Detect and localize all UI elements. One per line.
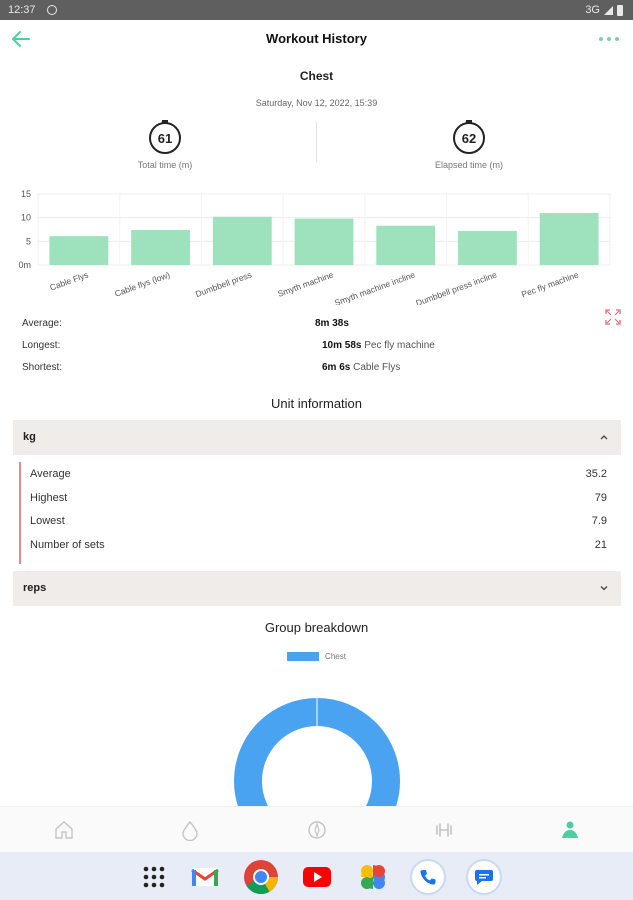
chrome-icon[interactable] xyxy=(243,859,279,895)
kg-row: Number of sets 21 xyxy=(21,533,621,557)
chevron-down-icon xyxy=(600,586,608,591)
stopwatch-icon: 61 xyxy=(149,120,181,154)
duration-summary: Average: 8m 38s Longest: 10m 58s Pec fly… xyxy=(0,316,633,382)
profile-icon[interactable] xyxy=(559,819,581,841)
network-label: 3G xyxy=(585,4,600,16)
chart-bar xyxy=(212,216,272,265)
kg-lowest-value: 7.9 xyxy=(591,515,607,527)
stopwatch-icon: 62 xyxy=(453,120,485,154)
kg-lowest-label: Lowest xyxy=(30,515,65,527)
chart-y-tick-label: 5 xyxy=(26,236,31,246)
app-bar: Workout History xyxy=(0,20,633,60)
workout-date: Saturday, Nov 12, 2022, 15:39 xyxy=(255,98,378,108)
legend-label-chest: Chest xyxy=(325,652,346,661)
donut-slice-chest[interactable] xyxy=(234,698,400,806)
back-arrow-icon[interactable] xyxy=(8,26,34,52)
chart-x-tick-label: Smyth machine incline xyxy=(333,269,417,305)
kg-row: Average 35.2 xyxy=(21,462,621,486)
chart-x-tick-label: Dumbbell press xyxy=(194,269,253,299)
chart-x-tick-label: Cable Flys xyxy=(48,269,89,292)
chart-bar xyxy=(458,230,517,265)
kg-row: Highest 79 xyxy=(21,486,621,510)
system-dock xyxy=(0,852,633,900)
total-time-value: 61 xyxy=(157,130,173,146)
status-indicators: 3G xyxy=(585,4,623,16)
total-time-label: Total time (m) xyxy=(137,160,193,170)
summary-shortest-label: Shortest: xyxy=(22,362,63,373)
chart-y-tick-label: 15 xyxy=(21,189,31,199)
app-drawer-icon[interactable] xyxy=(136,859,172,895)
kg-accordion-body: Average 35.2 Highest 79 Lowest 7.9 Numbe… xyxy=(19,462,621,564)
summary-shortest-exercise: Cable Flys xyxy=(353,362,401,373)
gmail-icon[interactable] xyxy=(187,859,223,895)
more-options-icon[interactable] xyxy=(599,32,623,46)
chart-y-tick-label: 0m xyxy=(18,260,31,270)
summary-longest-exercise: Pec fly machine xyxy=(364,340,435,351)
kg-sets-label: Number of sets xyxy=(30,538,105,551)
chart-x-tick-label: Pec fly machine xyxy=(520,269,580,299)
chart-x-tick-label: Dumbbell press incline xyxy=(414,269,498,305)
reps-accordion-header[interactable]: reps xyxy=(13,571,621,606)
kg-row: Lowest 7.9 xyxy=(21,509,621,533)
photos-icon[interactable] xyxy=(355,859,391,895)
chart-bar xyxy=(294,218,354,265)
summary-average-label: Average: xyxy=(22,318,62,329)
compass-icon[interactable] xyxy=(306,819,328,841)
kg-accordion-label: kg xyxy=(23,431,36,443)
dumbbell-icon[interactable] xyxy=(433,819,455,841)
signal-icon xyxy=(604,5,613,15)
status-bar: 12:37 3G xyxy=(0,0,633,20)
elapsed-time-value: 62 xyxy=(461,130,477,146)
kg-highest-value: 79 xyxy=(594,491,607,504)
summary-longest-row: Longest: 10m 58s Pec fly machine xyxy=(0,338,633,360)
chart-bar xyxy=(376,225,436,265)
elapsed-time-label: Elapsed time (m) xyxy=(434,160,504,170)
kg-average-label: Average xyxy=(30,468,71,480)
phone-icon[interactable] xyxy=(410,859,446,895)
messages-icon[interactable] xyxy=(466,859,502,895)
summary-average-value: 8m 38s xyxy=(315,318,349,329)
kg-accordion-header[interactable]: kg xyxy=(13,420,621,455)
status-time: 12:37 xyxy=(8,4,36,16)
summary-shortest-row: Shortest: 6m 6s Cable Flys xyxy=(0,360,633,382)
workout-name: Chest xyxy=(299,69,334,83)
reps-accordion-label: reps xyxy=(23,582,47,594)
chart-bar xyxy=(131,229,190,265)
kg-average-value: 35.2 xyxy=(585,468,607,480)
summary-longest-label: Longest: xyxy=(22,340,61,351)
summary-longest-value: 10m 58s xyxy=(322,340,362,351)
page-title: Workout History xyxy=(266,31,367,46)
elapsed-time-stat: 62 Elapsed time (m) xyxy=(369,120,569,170)
water-drop-icon[interactable] xyxy=(179,819,201,841)
chart-x-tick-label: Cable flys (low) xyxy=(113,269,171,298)
stat-divider xyxy=(316,122,317,162)
chevron-up-icon xyxy=(600,435,608,440)
chart-bar xyxy=(49,236,109,265)
notification-icon xyxy=(47,5,57,15)
summary-average-row: Average: 8m 38s xyxy=(0,316,633,338)
chart-x-tick-label: Smyth machine xyxy=(276,269,335,299)
kg-highest-label: Highest xyxy=(30,491,68,504)
group-legend[interactable]: Chest xyxy=(0,652,633,661)
kg-sets-value: 21 xyxy=(594,538,607,551)
bottom-navigation xyxy=(0,806,633,852)
group-breakdown-donut xyxy=(234,698,400,806)
unit-information-title: Unit information xyxy=(270,396,363,411)
exercise-duration-chart: 0m 5 10 15 Cable Flys Cable flys (low) Dumbbel… xyxy=(18,189,611,305)
legend-swatch-chest xyxy=(287,652,320,661)
battery-icon xyxy=(617,4,623,16)
home-icon[interactable] xyxy=(53,819,75,841)
chart-bar xyxy=(539,212,599,265)
summary-shortest-value: 6m 6s xyxy=(322,362,351,373)
youtube-icon[interactable] xyxy=(299,859,335,895)
chart-y-tick-label: 10 xyxy=(21,213,31,223)
group-breakdown-title: Group breakdown xyxy=(264,620,369,635)
total-time-stat: 61 Total time (m) xyxy=(65,120,265,170)
fullscreen-expand-icon[interactable] xyxy=(605,309,621,325)
